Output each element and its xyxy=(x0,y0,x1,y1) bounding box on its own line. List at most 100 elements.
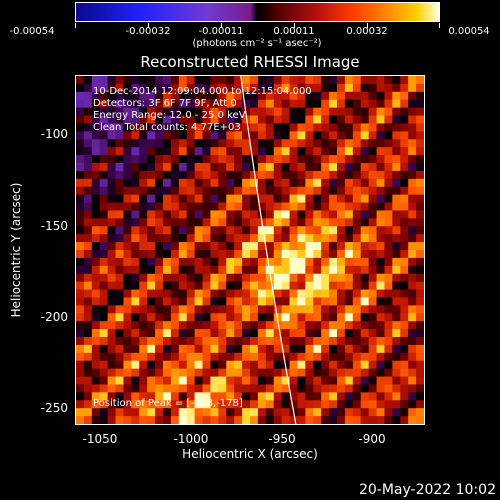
heatmap-cell xyxy=(257,83,267,93)
heatmap-cell xyxy=(297,313,306,322)
heatmap-cell xyxy=(337,194,346,204)
heatmap-cell xyxy=(250,218,259,227)
heatmap-cell xyxy=(281,178,291,188)
heatmap-cell xyxy=(329,360,338,370)
heatmap-cell xyxy=(107,257,117,267)
heatmap-cell xyxy=(257,384,267,393)
heatmap-cell xyxy=(297,186,306,196)
heatmap-cell xyxy=(265,281,275,291)
heatmap-cell xyxy=(178,337,188,346)
heatmap-cell xyxy=(218,155,227,164)
heatmap-cell xyxy=(115,91,124,101)
heatmap-cell xyxy=(186,273,196,283)
heatmap-cell xyxy=(202,83,211,93)
heatmap-cell xyxy=(194,416,204,424)
heatmap-cell xyxy=(178,400,188,409)
heatmap-cell xyxy=(257,131,267,140)
heatmap-cell xyxy=(265,99,275,109)
heatmap-cell xyxy=(392,321,401,330)
heatmap-cell xyxy=(178,155,188,164)
heatmap-cell xyxy=(305,281,314,291)
heatmap-cell xyxy=(289,376,298,385)
heatmap-cell xyxy=(99,83,109,93)
heatmap-cell xyxy=(329,155,338,164)
heatmap-cell xyxy=(123,352,132,362)
heatmap-cell xyxy=(242,368,251,378)
heatmap-cell xyxy=(123,242,132,251)
heatmap-cell xyxy=(234,99,243,109)
heatmap-cell xyxy=(265,178,275,188)
heatmap-cell xyxy=(313,194,322,204)
heatmap-cell xyxy=(376,76,385,85)
heatmap-cell xyxy=(131,234,140,243)
heatmap-cell xyxy=(344,210,354,219)
heatmap-cell xyxy=(210,305,219,314)
heatmap-cell xyxy=(115,392,124,401)
heatmap-cell xyxy=(99,139,109,148)
y-tick-label: -100 xyxy=(40,127,68,141)
heatmap-cell xyxy=(297,257,306,267)
heatmap-cell xyxy=(123,384,132,393)
heatmap-cell xyxy=(408,281,417,291)
heatmap-cell xyxy=(107,99,117,109)
heatmap-cell xyxy=(352,408,362,417)
heatmap-cell xyxy=(234,194,243,204)
heatmap-cell xyxy=(107,313,117,322)
info-energy-range: Energy Range: 12.0 - 25.0 keV xyxy=(93,110,246,121)
heatmap-cell xyxy=(329,76,338,85)
heatmap-cell xyxy=(352,178,362,188)
heatmap-cell xyxy=(210,281,219,291)
heatmap-cell xyxy=(210,289,219,298)
heatmap-cell xyxy=(218,242,227,251)
heatmap-cell xyxy=(344,178,354,188)
heatmap-cell xyxy=(242,329,251,338)
heatmap-cell xyxy=(194,329,204,338)
heatmap-cell xyxy=(392,76,401,85)
heatmap-cell xyxy=(163,273,172,283)
heatmap-cell xyxy=(337,226,346,235)
heatmap-cell xyxy=(131,273,140,283)
heatmap-cell xyxy=(352,416,362,424)
heatmap-cell xyxy=(257,344,267,354)
heatmap-cell xyxy=(218,163,227,172)
heatmap-cell xyxy=(83,107,93,117)
heatmap-cell xyxy=(123,155,132,164)
heatmap-cell xyxy=(91,384,101,393)
heatmap-cell xyxy=(139,147,148,156)
heatmap-cell xyxy=(115,344,124,354)
heatmap-cell xyxy=(376,352,385,362)
heatmap-cell xyxy=(384,416,393,424)
heatmap-cell xyxy=(218,202,227,211)
heatmap-cell xyxy=(352,305,362,314)
heatmap-cell xyxy=(313,408,322,417)
heatmap-cell xyxy=(384,360,393,370)
heatmap-cell xyxy=(337,99,346,109)
heatmap-cell xyxy=(163,202,172,211)
heatmap-cell xyxy=(321,99,330,109)
heatmap-cell xyxy=(265,297,275,306)
heatmap-cell xyxy=(186,139,196,148)
heatmap-cell xyxy=(202,242,211,251)
heatmap-cell xyxy=(115,297,124,306)
heatmap-cell xyxy=(178,83,188,93)
heatmap-cell xyxy=(376,194,385,204)
heatmap-cell xyxy=(257,178,267,188)
heatmap-cell xyxy=(123,218,132,227)
heatmap-cell xyxy=(76,76,85,85)
heatmap-cell xyxy=(250,155,259,164)
heatmap-cell xyxy=(329,250,338,259)
heatmap-cell xyxy=(83,384,93,393)
heatmap-cell xyxy=(210,242,219,251)
heatmap-cell xyxy=(368,408,378,417)
heatmap-cell xyxy=(360,107,370,117)
heatmap-cell xyxy=(107,147,117,156)
heatmap-cell xyxy=(281,210,291,219)
heatmap-cell xyxy=(321,83,330,93)
heatmap-cell xyxy=(297,139,306,148)
heatmap-cell xyxy=(170,163,180,172)
heatmap-cell xyxy=(83,392,93,401)
heatmap-cell xyxy=(91,265,101,275)
heatmap-cell xyxy=(99,99,109,109)
heatmap-cell xyxy=(123,123,132,132)
heatmap-cell xyxy=(321,400,330,409)
